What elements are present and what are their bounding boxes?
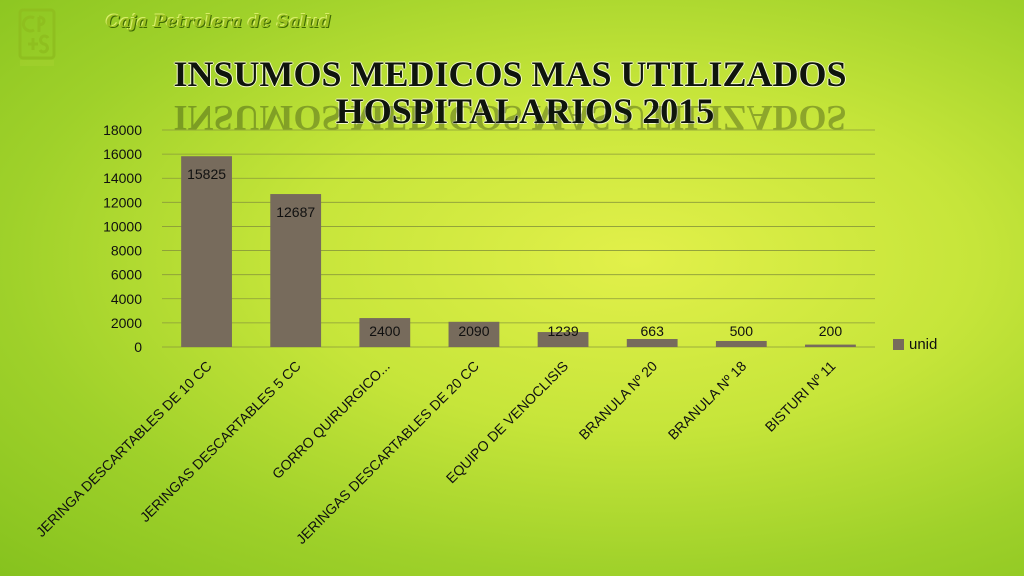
gridlines: [162, 129, 875, 348]
y-tick-label: 8000: [111, 243, 142, 259]
y-tick-label: 14000: [103, 170, 142, 186]
x-category-label: JERINGAS DESCARTABLES 5 CC: [137, 358, 304, 525]
y-tick-label: 6000: [111, 267, 142, 283]
title-line-1: INSUMOS MEDICOS MAS UTILIZADOS: [173, 54, 847, 94]
bar: [626, 339, 678, 347]
cps-logo: [18, 8, 56, 68]
bar: [359, 318, 411, 347]
title-line-2: HOSPITALARIOS 2015: [335, 91, 715, 131]
bar: [715, 340, 767, 347]
bar: [537, 332, 589, 347]
bar: [181, 156, 232, 347]
bars: [181, 156, 856, 347]
chart-title: INSUMOS MEDICOS MAS UTILIZADOS HOSPITALA…: [140, 56, 880, 130]
bar: [448, 321, 500, 347]
x-category-label: JERINGA DESCARTABLES DE 10 CC: [33, 358, 215, 540]
legend: unid: [893, 336, 937, 353]
legend-label: unid: [909, 336, 937, 353]
y-tick-label: 2000: [111, 315, 142, 331]
y-tick-label: 0: [134, 339, 142, 355]
y-tick-label: 18000: [103, 122, 142, 138]
y-tick-label: 4000: [111, 291, 142, 307]
y-tick-label: 12000: [103, 194, 142, 210]
y-tick-label: 16000: [103, 146, 142, 162]
data-labels: 15825 12687 2400 2090 1239 663 500 200: [187, 166, 842, 339]
organization-name: Caja Petrolera de Salud: [106, 12, 331, 32]
data-label: 12687: [276, 204, 315, 220]
data-label: 2400: [369, 323, 400, 339]
bar: [805, 344, 856, 347]
data-label: 1239: [547, 323, 578, 339]
bar: [270, 194, 322, 347]
y-axis: 0 2000 4000 6000 8000 10000 12000 14000 16000 180…: [103, 122, 142, 355]
data-label: 15825: [187, 166, 226, 182]
data-label: 200: [819, 323, 843, 339]
y-tick-label: 10000: [103, 218, 142, 234]
data-label: 2090: [458, 323, 489, 339]
legend-swatch: [893, 339, 904, 350]
x-category-label: BRANULA Nº 18: [665, 358, 750, 443]
data-label: 663: [641, 323, 665, 339]
x-category-label: JERINGAS DESCARTABLES DE 20 CC: [293, 358, 482, 547]
x-category-label: BISTURI Nº 11: [762, 358, 839, 435]
data-label: 500: [730, 323, 754, 339]
x-category-label: BRANULA Nº 20: [576, 358, 661, 443]
